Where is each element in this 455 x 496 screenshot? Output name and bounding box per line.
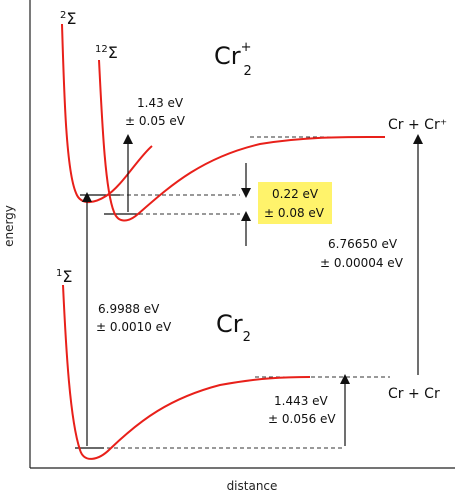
energy-1-443-error: ± 0.056 eV [268,412,336,426]
energy-6-99-error: ± 0.0010 eV [96,320,172,334]
energy-0-22-value: 0.22 eV [272,187,319,201]
energy-6-99-value: 6.9988 eV [98,302,160,316]
label-sigma2: 2Σ [60,9,76,28]
asymptote-upper: Cr + Cr⁺ [388,117,447,133]
energy-0-22-error: ± 0.08 eV [264,206,325,220]
dashed-reference-lines [85,136,390,449]
curve-sigma2 [61,23,153,203]
energy-6-77-value: 6.76650 eV [328,237,398,251]
species-neutral: Cr2 [216,310,251,345]
x-axis-label: distance [227,479,278,493]
energy-1-443-value: 1.443 eV [274,394,329,408]
asymptote-lower: Cr + Cr [388,386,440,402]
label-sigma1: 1Σ [56,267,72,286]
label-sigma12: 12Σ [95,43,118,62]
potential-curves [61,23,386,460]
species-cation: Cr+ 2 [214,40,252,79]
energy-6-77-error: ± 0.00004 eV [320,256,404,270]
curve-sigma1 [62,284,311,460]
energy-1-43-error: ± 0.05 eV [125,114,186,128]
y-axis-label: energy [2,205,16,247]
highlight-box [258,182,332,224]
curve-sigma12 [98,59,386,222]
energy-1-43-value: 1.43 eV [137,96,184,110]
energy-arrows [82,134,423,446]
